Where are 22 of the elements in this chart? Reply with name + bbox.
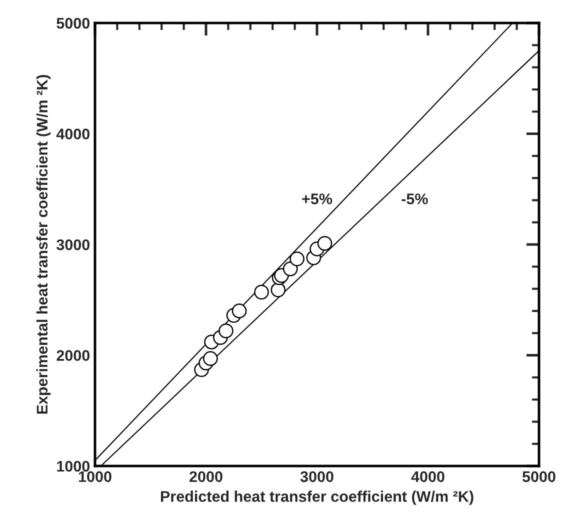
annotation: -5% — [402, 194, 428, 204]
point — [254, 284, 269, 300]
x-axis-title: Predicted heat transfer coefficient (W/m ²K) — [160, 490, 474, 505]
point — [290, 252, 304, 266]
x-tick-label: 3000 — [300, 471, 334, 482]
x-tick-label: 1000 — [78, 471, 112, 482]
point — [282, 261, 298, 276]
x-tick-label: 4000 — [411, 471, 444, 482]
point — [270, 282, 286, 298]
point — [218, 323, 234, 338]
y-tick-label: 3000 — [56, 239, 90, 250]
y-tick-label: 1000 — [57, 460, 90, 472]
point — [317, 236, 332, 251]
point — [232, 304, 247, 318]
y-axis-title: Experimental heat transfer coefficient (W/m ²K) — [36, 75, 51, 414]
y-tick-label: 4000 — [56, 128, 90, 140]
point — [203, 351, 218, 366]
x-tick-label: 5000 — [522, 471, 556, 482]
y-tick-label: 2000 — [56, 350, 90, 361]
x-tick-label: 2000 — [190, 471, 222, 482]
annotation: +5% — [302, 194, 332, 204]
y-tick-label: 5000 — [56, 18, 90, 29]
